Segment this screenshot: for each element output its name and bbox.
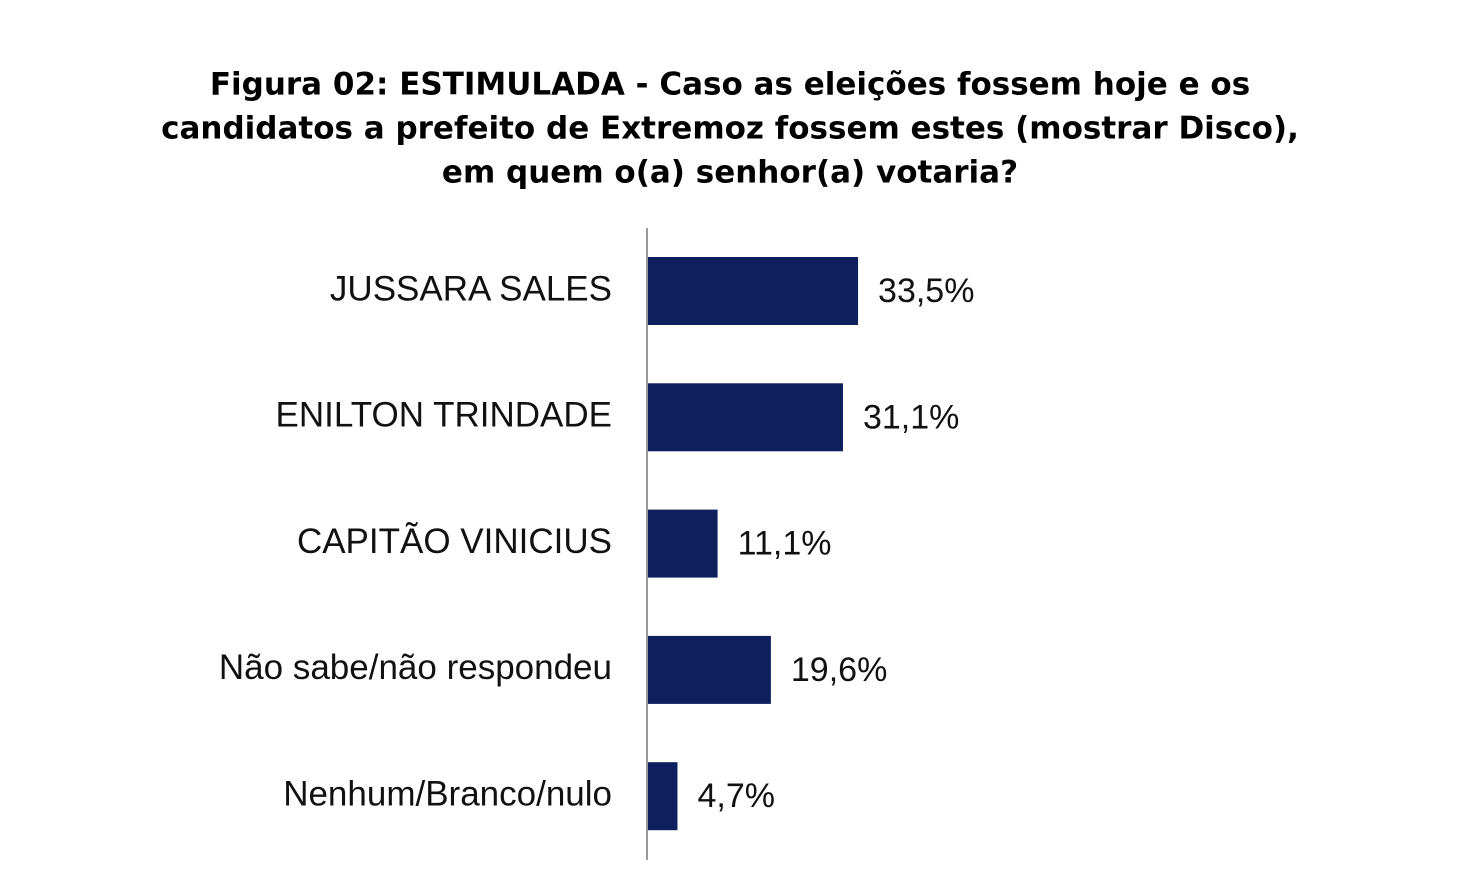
- bar: [648, 762, 678, 831]
- category-label: Não sabe/não respondeu: [219, 648, 612, 687]
- category-label: Nenhum/Branco/nulo: [283, 774, 612, 813]
- value-label: 19,6%: [791, 651, 887, 689]
- value-label: 33,5%: [878, 272, 974, 310]
- value-label: 4,7%: [697, 777, 775, 815]
- category-label: CAPITÃO VINICIUS: [297, 522, 612, 561]
- chart-title: candidatos a prefeito de Extremoz fossem…: [161, 111, 1299, 147]
- chart-title: Figura 02: ESTIMULADA - Caso as eleições…: [210, 67, 1250, 103]
- bar: [648, 635, 771, 704]
- bar: [648, 509, 718, 578]
- value-label: 31,1%: [863, 398, 959, 436]
- category-label: ENILTON TRINDADE: [276, 396, 612, 435]
- bar: [648, 383, 843, 452]
- chart-title: em quem o(a) senhor(a) votaria?: [442, 155, 1018, 191]
- value-label: 11,1%: [738, 525, 832, 563]
- category-label: JUSSARA SALES: [330, 269, 612, 308]
- bar: [648, 257, 859, 325]
